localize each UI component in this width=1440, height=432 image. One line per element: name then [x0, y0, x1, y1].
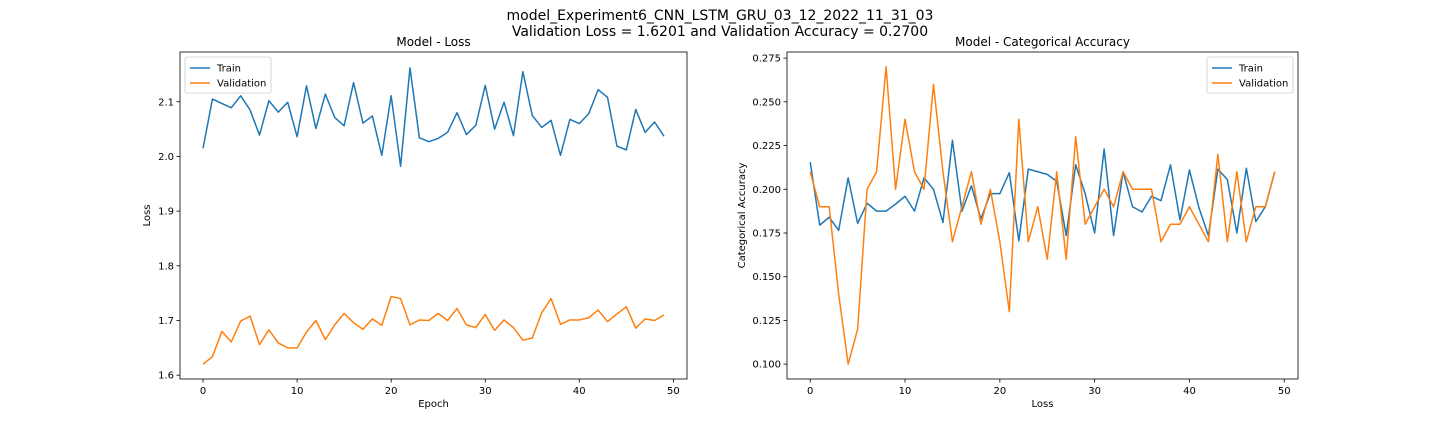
loss-ytick-label: 2.0: [158, 152, 174, 163]
loss-yaxis-label: Loss: [142, 205, 153, 227]
accuracy-xaxis-label: Loss: [1032, 399, 1054, 410]
accuracy-ytick-label: 0.200: [752, 185, 781, 196]
accuracy-xtick-label: 50: [1278, 386, 1291, 397]
loss-xtick-label: 0: [200, 386, 206, 397]
accuracy-xtick-label: 10: [899, 386, 912, 397]
loss-series-train-line: [202, 67, 665, 168]
accuracy-xtick-label: 0: [807, 386, 813, 397]
accuracy-legend: [1206, 56, 1294, 94]
loss-xtick-label: 10: [291, 386, 304, 397]
accuracy-xtick-label: 30: [1088, 386, 1101, 397]
loss-legend-label-train: Train: [216, 64, 241, 75]
accuracy-legend-label-train: Train: [1238, 64, 1263, 75]
accuracy-ytick-label: 0.225: [752, 141, 781, 152]
accuracy-chart-title: Model - Categorical Accuracy: [955, 35, 1130, 49]
loss-xtick-label: 20: [385, 386, 398, 397]
accuracy-ytick-label: 0.100: [752, 360, 781, 371]
accuracy-yaxis-label: Categorical Accuracy: [737, 163, 748, 269]
accuracy-series-validation-line: [809, 66, 1276, 365]
loss-legend: [184, 56, 272, 94]
loss-ytick-label: 2.1: [158, 97, 174, 108]
loss-ytick-label: 1.7: [158, 316, 174, 327]
accuracy-chart: Model - Categorical Accuracy 0 10 20 30 40 50 0…: [737, 35, 1299, 410]
loss-xtick-label: 50: [667, 386, 680, 397]
loss-chart-title: Model - Loss: [396, 35, 470, 49]
accuracy-series-train-line: [809, 139, 1276, 242]
loss-xaxis-label: Epoch: [418, 399, 449, 410]
loss-legend-label-validation: Validation: [217, 79, 266, 90]
loss-ytick-label: 1.9: [158, 207, 174, 218]
figure-suptitle-line2: Validation Loss = 1.6201 and Validation …: [512, 24, 928, 40]
accuracy-ytick-label: 0.150: [752, 272, 781, 283]
loss-axes-frame: [179, 51, 688, 380]
loss-xtick-label: 40: [573, 386, 586, 397]
loss-series-validation-line: [202, 295, 665, 365]
accuracy-legend-label-validation: Validation: [1239, 79, 1288, 90]
loss-chart: Model - Loss 0 10 20 30 40 50 1.6 1.7 1.8 1.9 2.0 2.…: [142, 35, 688, 410]
accuracy-ytick-label: 0.250: [752, 97, 781, 108]
loss-ytick-label: 1.8: [158, 261, 174, 272]
figure-suptitle-line1: model_Experiment6_CNN_LSTM_GRU_03_12_202…: [507, 8, 934, 24]
loss-xtick-label: 30: [479, 386, 492, 397]
accuracy-xtick-label: 20: [993, 386, 1006, 397]
accuracy-axes-frame: [786, 51, 1299, 380]
loss-ytick-label: 1.6: [158, 371, 174, 382]
accuracy-ytick-label: 0.275: [752, 54, 781, 65]
accuracy-xtick-label: 40: [1183, 386, 1196, 397]
accuracy-ytick-label: 0.125: [752, 316, 781, 327]
accuracy-ytick-label: 0.175: [752, 228, 781, 239]
